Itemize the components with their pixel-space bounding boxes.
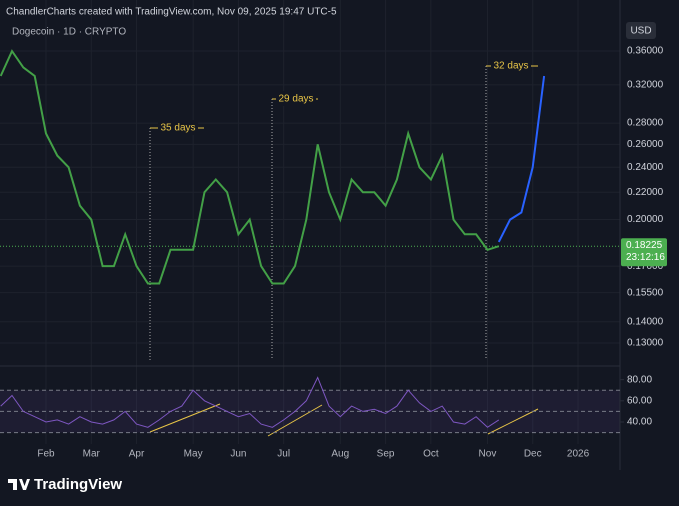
annotation-bg — [158, 120, 198, 135]
last-price-box — [621, 238, 667, 267]
y-tick-label: 0.15500 — [627, 287, 664, 298]
y-tick-label: 0.36000 — [627, 46, 664, 57]
y-tick-label: 0.20000 — [627, 214, 664, 225]
logo-icon — [8, 479, 30, 490]
countdown: 23:12:16 — [626, 252, 665, 263]
series-line — [497, 75, 546, 243]
annotation-bg — [491, 58, 531, 73]
y-tick-label: 80.00 — [627, 374, 652, 385]
y-tick-label: 40.00 — [627, 417, 652, 428]
currency: USD — [630, 26, 651, 37]
y-tick-label: 60.00 — [627, 395, 652, 406]
annotation-label: 29 days — [278, 94, 313, 105]
series-line — [0, 49, 500, 285]
rsi-trendline — [487, 408, 539, 435]
y-tick-label: 0.13000 — [627, 338, 664, 349]
last-price-label: 0.18225 — [626, 240, 663, 251]
x-tick-label: Nov — [479, 449, 497, 460]
x-tick-label: May — [184, 449, 203, 460]
x-tick-label: Dec — [524, 449, 542, 460]
rsi-trendline — [149, 403, 221, 433]
y-tick-label: 0.24000 — [627, 162, 664, 173]
x-tick-label: Sep — [377, 449, 395, 460]
x-tick-label: Jul — [277, 449, 290, 460]
x-tick-label: 2026 — [567, 449, 590, 460]
footer-brand: TradingView — [34, 476, 122, 493]
annotation-label: 35 days — [160, 123, 195, 134]
x-tick-label: Mar — [83, 449, 101, 460]
y-tick-label: 0.26000 — [627, 139, 664, 150]
symbol: Dogecoin · 1D · CRYPTO — [12, 27, 126, 38]
x-tick-label: Oct — [423, 449, 439, 460]
y-tick-label: 0.17000 — [627, 261, 664, 272]
y-tick-label: 0.14000 — [627, 316, 664, 327]
y-tick-label: 0.28000 — [627, 118, 664, 129]
series-line — [0, 376, 500, 428]
y-tick-label: 0.22000 — [627, 187, 664, 198]
attribution: ChandlerCharts created with TradingView.… — [6, 7, 337, 18]
x-tick-label: Aug — [331, 449, 349, 460]
annotation-label: 32 days — [493, 61, 528, 72]
y-tick-label: 0.32000 — [627, 79, 664, 90]
x-tick-label: Apr — [129, 449, 145, 460]
x-tick-label: Feb — [37, 449, 55, 460]
x-tick-label: Jun — [230, 449, 246, 460]
rsi-trendline — [267, 404, 323, 437]
currency-box — [626, 22, 656, 39]
annotation-bg — [276, 91, 316, 106]
